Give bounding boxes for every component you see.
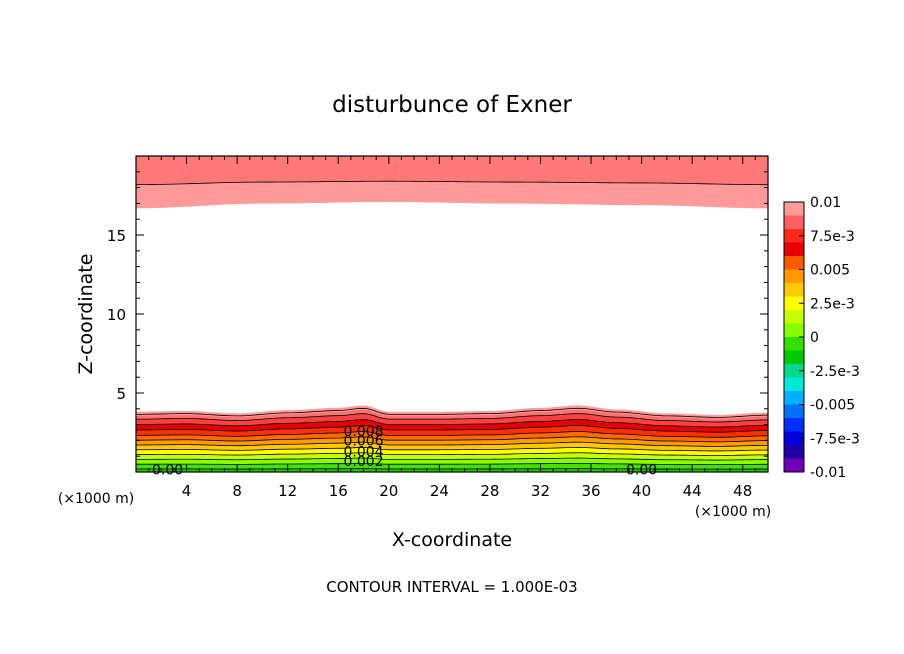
x-tick-label: 32 [531, 482, 550, 500]
colorbar-tick-label: 0 [810, 330, 819, 346]
colorbar-segment [784, 418, 804, 432]
x-tick-label: 44 [683, 482, 702, 500]
contour-value-label: 0.006 [343, 433, 383, 449]
x-tick-label: 8 [232, 482, 242, 500]
lower-contour-line-7 [136, 431, 768, 438]
colorbar-segment [784, 431, 804, 446]
colorbar-segment [784, 229, 804, 243]
colorbar-tick-label: -2.5e-3 [810, 364, 860, 380]
colorbar-segment [784, 350, 804, 365]
colorbar-segment [784, 445, 804, 459]
colorbar-segment [784, 377, 804, 392]
x-unit-label-right: (×1000 m) [695, 504, 771, 520]
lower-contour-line-4 [136, 447, 768, 452]
lower-contour-line-3 [136, 452, 768, 456]
y-tick-label: 15 [107, 227, 126, 245]
x-tick-label: 36 [581, 482, 600, 500]
colorbar-tick-label: 7.5e-3 [810, 229, 855, 245]
x-tick-label: 4 [182, 482, 192, 500]
lower-contour-line-1 [136, 462, 768, 465]
lower-contour-line-10 [136, 413, 768, 423]
x-tick-label: 40 [632, 482, 651, 500]
x-tick-label: 12 [278, 482, 297, 500]
colorbar-segment [784, 296, 804, 311]
colorbar-tick-label: -0.005 [810, 398, 855, 414]
colorbar-tick-label: 0.005 [810, 263, 850, 279]
x-tick-label: 20 [379, 482, 398, 500]
colorbar-segment [784, 404, 804, 419]
lower-contour-line-2 [136, 457, 768, 461]
contour-value-label: 0.00 [152, 463, 183, 479]
colorbar-segment [784, 283, 804, 297]
upper-contour-band-1 [136, 156, 768, 185]
contour-value-label: 0.00 [626, 463, 657, 479]
colorbar-segment [784, 337, 804, 351]
y-axis-label: Z-coordinate [75, 254, 97, 375]
contour-line-group [136, 180, 768, 470]
colorbar-segment [784, 310, 804, 324]
chart-title: disturbunce of Exner [332, 92, 572, 118]
colorbar-segment [784, 391, 804, 405]
y-tick-label: 10 [107, 306, 126, 324]
colorbar-segment [784, 458, 804, 473]
x-tick-label: 28 [480, 482, 499, 500]
x-tick-label: 16 [329, 482, 348, 500]
contour-value-label: 0.008 [343, 424, 383, 440]
colorbar-segment [784, 269, 804, 284]
lower-contour-line-11 [136, 407, 768, 418]
x-axis-label: X-coordinate [392, 529, 512, 551]
colorbar-tick-label: 2.5e-3 [810, 296, 855, 312]
contour-interval-note: CONTOUR INTERVAL = 1.000E-03 [326, 578, 577, 596]
contour-value-label: 0.004 [343, 444, 383, 460]
colorbar-segment [784, 323, 804, 338]
lower-contour-line-9 [136, 419, 768, 428]
lower-contour-line-6 [136, 436, 768, 443]
lower-contour-line-8 [136, 425, 768, 433]
lower-contour-band-12 [136, 405, 768, 419]
colorbar-tick-label: -7.5e-3 [810, 431, 860, 447]
colorbar-tick-label: 0.01 [810, 195, 841, 211]
colorbar-segment [784, 242, 804, 257]
x-tick-label: 48 [733, 482, 752, 500]
colorbar: 0.01 7.5e-3 0.005 2.5e-3 0 -2.5e-3 -0.005 -7.5e… [783, 195, 860, 481]
colorbar-segment [784, 256, 804, 270]
lower-contour-line-5 [136, 441, 768, 447]
contour-value-label: 0.002 [343, 454, 383, 470]
y-tick-label: 5 [116, 385, 126, 403]
colorbar-segment [784, 215, 804, 230]
upper-contour-line-0 [136, 180, 768, 186]
colorbar-tick-label: -0.01 [810, 465, 846, 481]
x-tick-label: 24 [430, 482, 449, 500]
colorbar-segment [784, 202, 804, 216]
colorbar-segment [784, 364, 804, 378]
x-unit-label-left: (×1000 m) [58, 491, 134, 507]
